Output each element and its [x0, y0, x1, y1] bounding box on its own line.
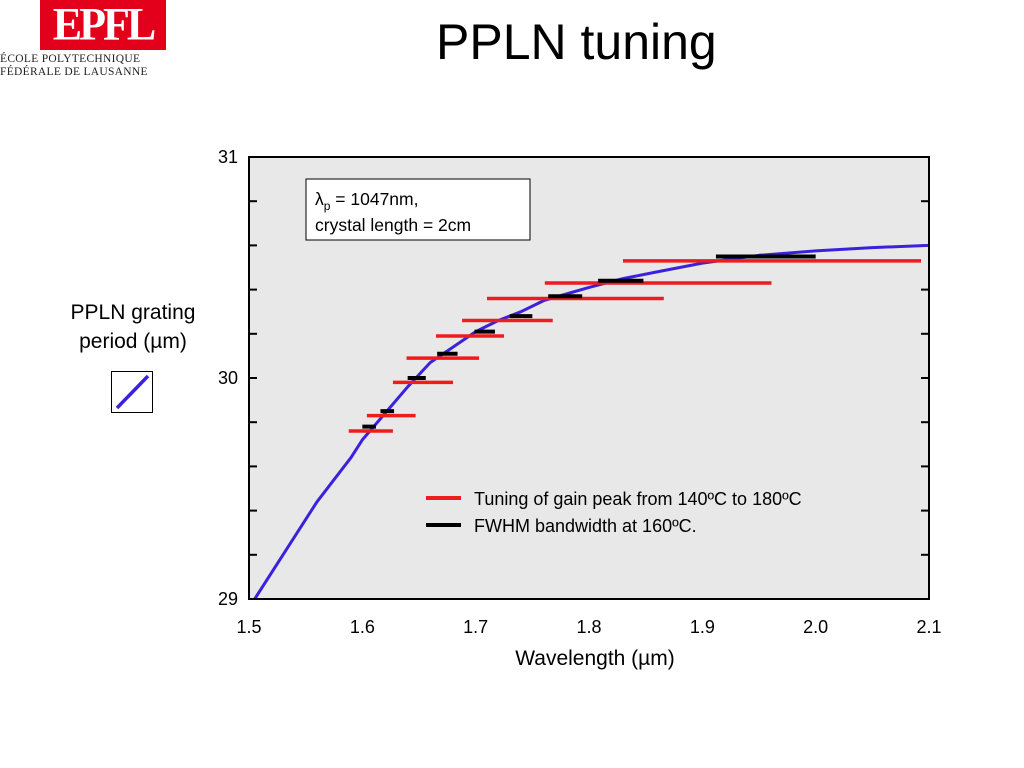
epfl-logo-line2: FÉDÉRALE DE LAUSANNE: [0, 66, 148, 78]
y-tick-label: 31: [218, 147, 238, 167]
y-tick-label: 30: [218, 368, 238, 388]
y-tick-labels: 29 30 31: [218, 147, 238, 609]
y-tick-label: 29: [218, 589, 238, 609]
annotation-pump-value: = 1047nm,: [330, 189, 418, 209]
annotation-subscript: p: [324, 199, 331, 213]
y-axis-label: PPLN grating period (µm): [70, 301, 196, 353]
slide-title: PPLN tuning: [436, 14, 717, 70]
curve-swatch-icon: [115, 374, 150, 410]
x-tick-label: 2.1: [916, 617, 941, 637]
x-tick-label: 1.7: [463, 617, 488, 637]
legend-label-tuning: Tuning of gain peak from 140ºC to 180ºC: [474, 489, 802, 509]
tuning-series: [348, 259, 922, 433]
annotation-line1: λp = 1047nm,: [315, 189, 418, 213]
annotation-line2: crystal length = 2cm: [315, 215, 471, 235]
annotation-lambda: λ: [315, 189, 324, 209]
epfl-logo-mark: [40, 0, 166, 50]
x-axis-label: Wavelength (µm): [515, 647, 675, 670]
fwhm-series: [362, 254, 816, 429]
epfl-logo-line1: ÉCOLE POLYTECHNIQUE: [0, 53, 141, 65]
x-tick-label: 2.0: [803, 617, 828, 637]
x-tick-label: 1.8: [576, 617, 601, 637]
annotation-box: λp = 1047nm, crystal length = 2cm: [305, 178, 531, 241]
plot-frame: [248, 156, 930, 600]
x-tick-labels: 1.5 1.6 1.7 1.8 1.9 2.0 2.1: [236, 617, 941, 637]
x-tick-label: 1.6: [350, 617, 375, 637]
epfl-logo-mark-text: EPFL: [52, 0, 156, 51]
legend-label-fwhm: FWHM bandwidth at 160ºC.: [474, 516, 697, 536]
epfl-logo: EPFL ÉCOLE POLYTECHNIQUE FÉDÉRALE DE LAU…: [0, 0, 170, 82]
y-axis-legend-swatch: [111, 371, 153, 413]
x-tick-label: 1.9: [690, 617, 715, 637]
legend: Tuning of gain peak from 140ºC to 180ºC …: [426, 489, 802, 536]
x-tick-label: 1.5: [236, 617, 261, 637]
annotation-frame: [305, 178, 531, 241]
